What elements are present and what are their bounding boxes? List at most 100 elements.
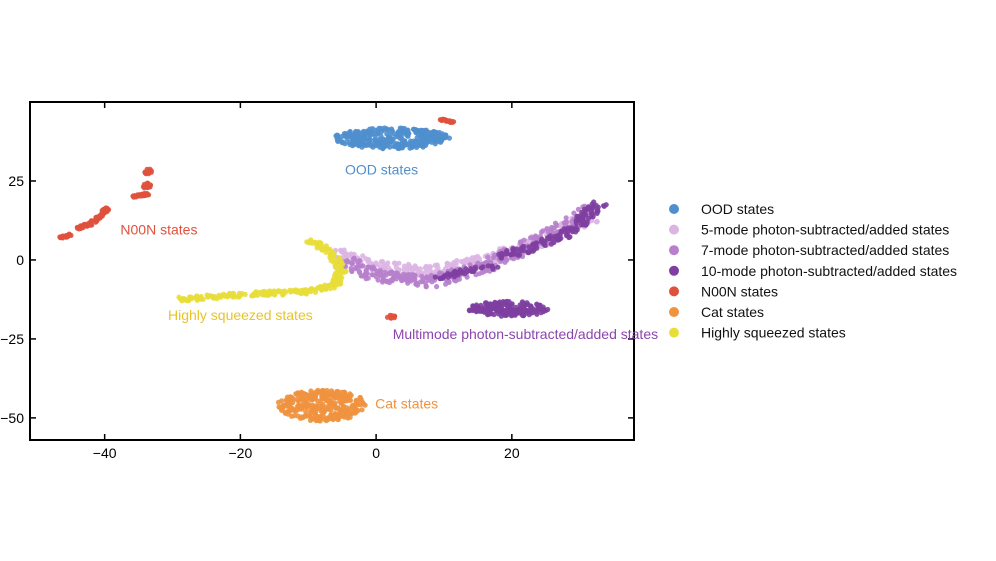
data-point bbox=[429, 136, 435, 142]
data-point bbox=[443, 281, 449, 287]
data-point bbox=[84, 223, 90, 229]
data-point bbox=[140, 184, 146, 190]
data-point bbox=[488, 303, 494, 309]
series-7-mode-photon-subtracted-added-states bbox=[334, 203, 598, 290]
data-point bbox=[344, 131, 350, 137]
data-point bbox=[409, 144, 415, 150]
data-point bbox=[335, 270, 341, 276]
data-point bbox=[441, 134, 447, 140]
data-point bbox=[508, 252, 514, 258]
data-point bbox=[561, 226, 567, 232]
series-10-mode-photon-subtracted-added-states bbox=[432, 199, 609, 319]
legend-item-5-mode-photon-subtracted-added-states: 5-mode photon-subtracted/added states bbox=[669, 222, 949, 238]
data-point bbox=[424, 266, 430, 273]
data-point bbox=[397, 125, 403, 131]
data-point bbox=[546, 236, 552, 242]
data-point bbox=[590, 204, 596, 211]
data-point bbox=[356, 268, 362, 274]
data-point bbox=[483, 267, 489, 274]
data-point bbox=[495, 264, 501, 270]
data-point bbox=[328, 251, 334, 257]
data-point bbox=[497, 306, 503, 312]
x-tick-label: 0 bbox=[372, 445, 380, 461]
data-point bbox=[328, 407, 334, 413]
data-point bbox=[538, 229, 545, 235]
data-point bbox=[389, 313, 395, 319]
data-point bbox=[448, 272, 454, 278]
data-point bbox=[369, 272, 375, 278]
data-point bbox=[575, 206, 582, 212]
data-point bbox=[500, 299, 506, 305]
legend: OOD states 5-mode photon-subtracted/added… bbox=[669, 201, 957, 341]
data-point bbox=[563, 219, 570, 225]
series-cat-states bbox=[275, 387, 368, 424]
data-point bbox=[363, 276, 369, 282]
data-point bbox=[510, 308, 516, 314]
series-n00n-states bbox=[57, 116, 457, 321]
data-point bbox=[468, 307, 474, 313]
annotation-multimode-photon-subtracted-added-states: Multimode photon-subtracted/added states bbox=[393, 326, 658, 342]
data-point bbox=[332, 411, 338, 417]
data-point bbox=[236, 290, 242, 296]
data-point bbox=[489, 263, 495, 269]
data-point bbox=[135, 192, 141, 198]
data-point bbox=[387, 138, 393, 145]
data-point bbox=[413, 265, 419, 271]
legend-label: N00N states bbox=[701, 283, 778, 299]
data-point bbox=[396, 260, 402, 266]
data-point bbox=[566, 234, 572, 241]
data-point bbox=[524, 300, 530, 306]
data-point bbox=[433, 132, 439, 138]
data-point bbox=[389, 278, 395, 284]
data-point bbox=[364, 128, 370, 134]
data-point bbox=[227, 291, 233, 297]
data-point bbox=[279, 406, 285, 412]
series-ood-states bbox=[333, 125, 452, 152]
x-tick-label: 20 bbox=[504, 445, 520, 461]
legend-item-highly-squeezed-states: Highly squeezed states bbox=[669, 325, 846, 341]
data-point bbox=[540, 304, 546, 310]
data-point bbox=[303, 412, 309, 418]
data-point bbox=[517, 239, 524, 245]
data-point bbox=[475, 253, 481, 260]
data-point bbox=[308, 388, 314, 394]
data-point bbox=[411, 273, 417, 279]
data-point bbox=[325, 283, 331, 289]
data-point bbox=[595, 204, 601, 210]
data-point bbox=[428, 131, 434, 137]
data-point bbox=[569, 225, 575, 231]
data-point bbox=[521, 243, 527, 250]
data-point bbox=[341, 269, 347, 275]
data-point bbox=[552, 220, 559, 226]
data-point bbox=[526, 312, 532, 318]
data-point bbox=[342, 141, 348, 147]
data-point bbox=[94, 214, 100, 220]
data-point bbox=[231, 293, 237, 299]
data-point bbox=[434, 262, 440, 268]
data-point bbox=[340, 261, 346, 267]
data-point bbox=[365, 264, 371, 270]
data-point bbox=[187, 294, 193, 300]
data-point bbox=[405, 266, 411, 273]
data-point bbox=[481, 309, 488, 315]
data-point bbox=[325, 390, 331, 396]
data-point bbox=[383, 126, 390, 132]
data-point bbox=[405, 271, 411, 277]
data-point bbox=[413, 127, 419, 133]
data-point bbox=[457, 267, 463, 273]
data-point bbox=[476, 306, 483, 313]
legend-marker bbox=[669, 286, 679, 297]
legend-label: 5-mode photon-subtracted/added states bbox=[701, 222, 949, 238]
data-point bbox=[340, 394, 346, 400]
legend-marker bbox=[669, 224, 679, 235]
data-point bbox=[308, 410, 314, 416]
data-point bbox=[470, 303, 476, 309]
data-point bbox=[526, 249, 532, 255]
data-point bbox=[384, 314, 391, 320]
data-point bbox=[432, 274, 438, 280]
data-point bbox=[355, 258, 361, 264]
legend-item-10-mode-photon-subtracted-added-states: 10-mode photon-subtracted/added states bbox=[669, 263, 957, 279]
data-point bbox=[472, 266, 478, 272]
data-point bbox=[517, 306, 523, 312]
legend-marker bbox=[669, 327, 679, 338]
